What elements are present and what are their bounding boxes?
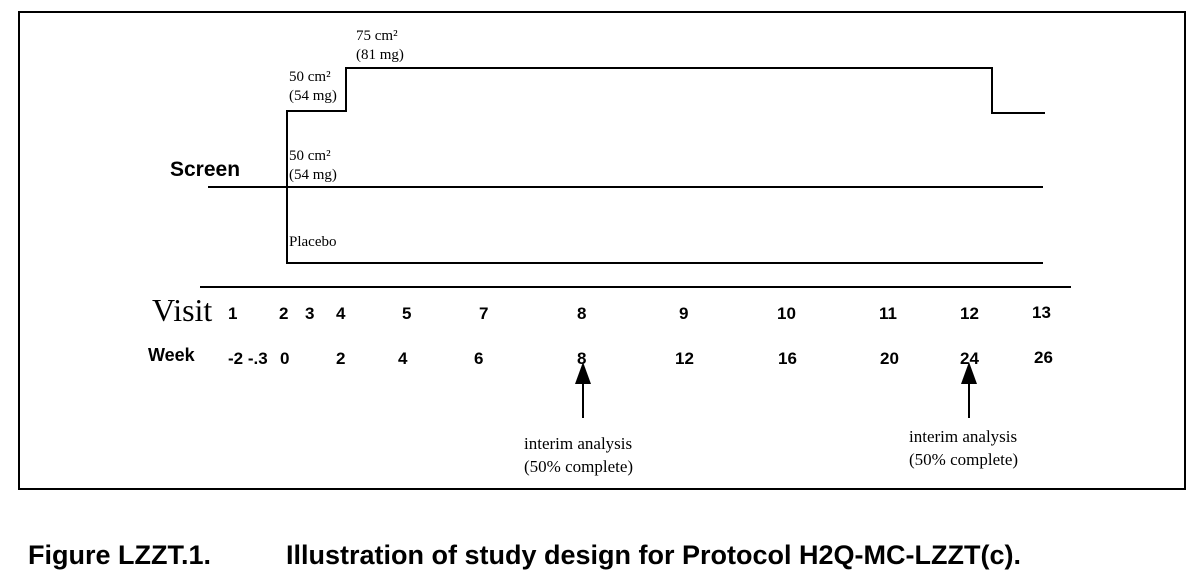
visit-number: 10 [777, 304, 796, 323]
low-dose-amount: 50 cm² [289, 148, 331, 164]
interim-analysis-note-week8: interim analysis (50% complete) [524, 432, 633, 478]
low-dose-mg: (54 mg) [289, 167, 337, 183]
figure-caption-title: Illustration of study design for Protoco… [286, 540, 1021, 570]
visit-number: 7 [479, 304, 489, 323]
visit-number: 12 [960, 304, 979, 323]
week-number: 0 [280, 349, 290, 368]
screen-label: Screen [170, 158, 241, 181]
week-number: 2 [336, 349, 346, 368]
interim-analysis-detail: (50% complete) [524, 457, 634, 476]
week-number: 16 [778, 349, 797, 368]
interim-analysis-title: interim analysis [909, 427, 1018, 446]
interim-arrow-week8-head [575, 362, 591, 384]
placebo-label: Placebo [289, 234, 337, 250]
week-number: 24 [960, 349, 979, 368]
visit-number: 4 [336, 304, 346, 323]
interim-analysis-note-week24: interim analysis (50% complete) [909, 425, 1018, 471]
interim-analysis-detail: (50% complete) [909, 450, 1019, 469]
visit-row-label: Visit [152, 292, 213, 328]
figure-caption-label: Figure LZZT.1. [28, 540, 212, 570]
week-number: 26 [1034, 348, 1053, 367]
week-number: 20 [880, 349, 899, 368]
visit-number: 3 [305, 304, 315, 323]
high-dose-stage1-mg: (54 mg) [289, 88, 337, 104]
interim-arrow-week24-head [961, 362, 977, 384]
visit-number: 9 [679, 304, 689, 323]
figure-frame [18, 11, 1186, 490]
week-number: -2 -.3 [228, 349, 268, 368]
visit-number: 1 [228, 304, 238, 323]
high-dose-stage2-label: 75 cm² (81 mg) [356, 27, 404, 65]
low-dose-label: 50 cm² (54 mg) [289, 147, 337, 185]
week-number: 4 [398, 349, 408, 368]
interim-analysis-title: interim analysis [524, 434, 633, 453]
visit-number: 5 [402, 304, 412, 323]
visit-number: 13 [1032, 303, 1051, 322]
high-dose-arm-line [287, 67, 1045, 114]
week-row-label: Week [148, 345, 195, 365]
week-number: 12 [675, 349, 694, 368]
visit-number: 8 [577, 304, 587, 323]
high-dose-stage2-mg: (81 mg) [356, 47, 404, 63]
week-number: 8 [577, 349, 587, 368]
high-dose-stage2-amount: 75 cm² [356, 28, 398, 44]
week-number: 6 [474, 349, 484, 368]
visit-number: 11 [879, 304, 897, 323]
high-dose-stage1-label: 50 cm² (54 mg) [289, 68, 337, 106]
visit-number: 2 [279, 304, 289, 323]
high-dose-stage1-amount: 50 cm² [289, 69, 331, 85]
